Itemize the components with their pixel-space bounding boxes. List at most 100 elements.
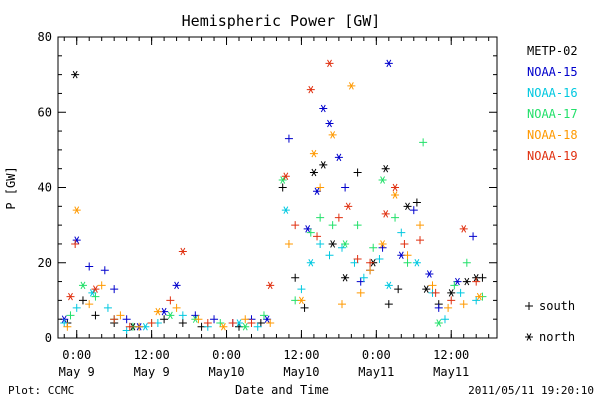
series-noaa-18 — [63, 82, 484, 331]
data-point — [400, 239, 409, 248]
data-point — [135, 322, 144, 331]
data-point — [122, 315, 131, 324]
data-point — [125, 322, 134, 331]
data-point — [403, 258, 412, 267]
data-point — [344, 202, 353, 211]
legend-item-noaa-17: NOAA-17 — [527, 107, 578, 121]
data-point — [78, 296, 87, 305]
data-point — [172, 281, 181, 290]
legend-marker-label: south — [539, 299, 575, 313]
data-point — [241, 315, 250, 324]
data-point — [319, 104, 328, 113]
data-point — [325, 119, 334, 128]
series-noaa-16 — [60, 206, 481, 335]
data-point — [341, 183, 350, 192]
data-point — [203, 318, 212, 327]
data-point — [166, 311, 175, 320]
data-point — [72, 206, 81, 214]
data-point — [300, 303, 309, 312]
data-point — [219, 322, 228, 331]
data-point — [419, 138, 428, 147]
data-point — [85, 262, 94, 271]
data-point — [316, 213, 325, 222]
data-point — [353, 221, 362, 230]
data-point — [216, 318, 225, 327]
data-point — [259, 311, 268, 320]
data-point — [422, 285, 431, 293]
plot-timestamp: 2011/05/11 19:20:10 — [468, 384, 594, 397]
data-point — [384, 300, 393, 309]
data-point — [178, 247, 187, 256]
x-tick-date-label: May11 — [433, 365, 469, 379]
data-point — [381, 210, 390, 218]
data-point — [71, 239, 80, 248]
data-point — [478, 273, 487, 282]
data-point — [412, 259, 421, 267]
data-point — [194, 315, 203, 324]
legend-marker-north — [525, 333, 533, 341]
data-point — [178, 311, 187, 320]
x-tick-label: 0:00 — [362, 348, 391, 362]
data-point — [153, 307, 162, 316]
data-point — [472, 296, 481, 305]
data-point — [369, 243, 378, 252]
data-point — [91, 311, 100, 320]
data-point — [337, 243, 346, 252]
data-point — [306, 85, 315, 94]
data-point — [462, 277, 471, 286]
data-point — [319, 161, 328, 169]
data-point — [462, 258, 471, 267]
data-point — [359, 273, 368, 282]
data-point — [66, 311, 75, 320]
data-point — [284, 239, 293, 248]
data-point — [459, 225, 468, 233]
data-point — [328, 221, 337, 230]
data-point — [281, 172, 290, 180]
data-point — [341, 274, 350, 282]
data-point — [384, 281, 393, 290]
x-tick-date-label: May 9 — [59, 365, 95, 379]
x-tick-label: 12:00 — [283, 348, 319, 362]
data-point — [341, 240, 350, 248]
data-point — [110, 285, 119, 294]
data-point — [391, 213, 400, 222]
data-point — [63, 322, 72, 331]
data-point — [425, 270, 434, 278]
y-axis-label: P [GW] — [4, 166, 18, 209]
data-point — [334, 213, 343, 222]
legend-item-metp-02: METP-02 — [527, 44, 578, 58]
legend-item-noaa-16: NOAA-16 — [527, 86, 578, 100]
data-point — [416, 221, 425, 230]
data-point — [447, 296, 456, 305]
data-point — [378, 176, 387, 184]
data-point — [375, 254, 384, 263]
data-point — [281, 206, 290, 214]
chart-title: Hemispheric Power [GW] — [182, 12, 381, 30]
x-tick-label: 12:00 — [433, 348, 469, 362]
data-point — [353, 254, 362, 263]
axes-layer: 0 20 40 60 80 0:00 May 9 12:00 May 9 0:00 May10 12:… — [38, 30, 498, 379]
data-point — [247, 318, 256, 327]
x-tick-date-label: May10 — [283, 365, 319, 379]
data-point — [456, 288, 465, 297]
legend-marker-label: north — [539, 330, 575, 344]
data-point — [328, 240, 337, 248]
series-noaa-17 — [66, 138, 487, 331]
data-point — [241, 322, 250, 331]
data-point — [434, 319, 443, 327]
data-point — [325, 59, 334, 68]
data-point — [97, 281, 106, 290]
data-point — [366, 266, 375, 275]
data-point — [309, 168, 318, 177]
data-point — [403, 202, 412, 211]
data-point — [66, 292, 75, 301]
data-point — [103, 303, 112, 312]
data-point — [166, 296, 175, 305]
data-point — [328, 131, 337, 139]
data-point — [291, 221, 300, 230]
data-point — [356, 288, 365, 297]
data-point — [391, 183, 400, 192]
data-point — [291, 273, 300, 282]
data-point — [469, 232, 478, 241]
x-tick-date-label: May11 — [358, 365, 394, 379]
